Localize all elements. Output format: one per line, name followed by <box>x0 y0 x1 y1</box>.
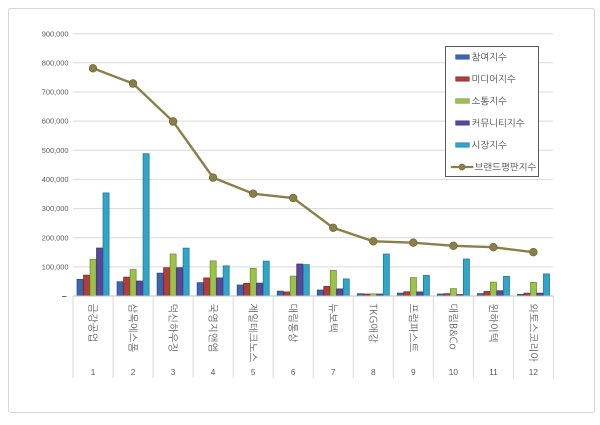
svg-text:800,000: 800,000 <box>42 58 69 67</box>
svg-text:6: 6 <box>291 367 296 377</box>
svg-text:900,000: 900,000 <box>42 29 69 38</box>
svg-text:9: 9 <box>411 367 416 377</box>
svg-text:3: 3 <box>171 367 176 377</box>
svg-text:7: 7 <box>331 367 336 377</box>
svg-text:300,000: 300,000 <box>42 204 69 213</box>
svg-text:400,000: 400,000 <box>42 175 69 184</box>
svg-text:5: 5 <box>251 367 256 377</box>
svg-text:500,000: 500,000 <box>42 146 69 155</box>
svg-text:10: 10 <box>449 367 459 377</box>
svg-text:2: 2 <box>131 367 136 377</box>
svg-text:11: 11 <box>489 367 498 377</box>
svg-text:700,000: 700,000 <box>42 88 69 97</box>
svg-text:100,000: 100,000 <box>42 263 69 272</box>
svg-text:600,000: 600,000 <box>42 117 69 126</box>
svg-text:8: 8 <box>371 367 376 377</box>
svg-text:1: 1 <box>91 367 96 377</box>
svg-text:200,000: 200,000 <box>42 233 69 242</box>
svg-text:4: 4 <box>211 367 216 377</box>
svg-text:12: 12 <box>529 367 539 377</box>
